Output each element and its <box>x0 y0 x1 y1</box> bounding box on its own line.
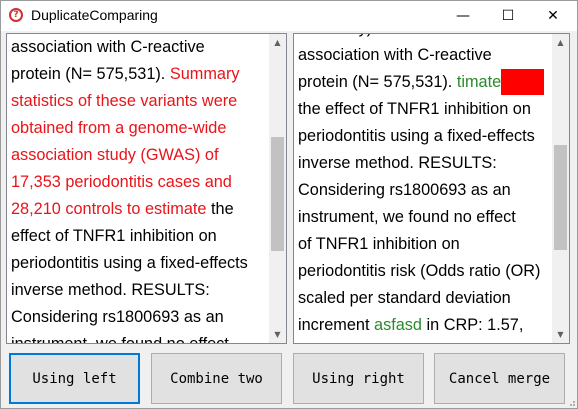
text-line: instrument, we found no effect <box>298 204 552 231</box>
text-line: increment asfasd in CRP: 1.57, <box>298 312 552 339</box>
text-line: association study (GWAS) of <box>11 142 269 169</box>
close-button[interactable]: ✕ <box>547 8 559 24</box>
minimize-button[interactable]: — <box>456 8 470 24</box>
highlighted-text: statistics of these variants were <box>11 92 238 110</box>
text-segment: periodontitis using a fixed-effects <box>11 254 248 272</box>
text-segment: Considering rs1800693 as an <box>298 181 511 199</box>
text-segment: instrument, we found no effect <box>11 335 229 344</box>
text-segment: inverse method. RESULTS: <box>298 154 497 172</box>
text-segment: periodontitis using a fixed-effects <box>298 127 535 145</box>
scroll-up-arrow-icon[interactable]: ▲ <box>274 38 281 47</box>
highlighted-text: 17,353 periodontitis cases and <box>11 173 232 191</box>
text-segment: inverse method. RESULTS: <box>11 281 210 299</box>
text-line: instrument, we found no effect <box>11 331 269 344</box>
text-line: statistics of these variants were <box>11 88 269 115</box>
text-segment: the effect of TNFR1 inhibition on <box>298 100 531 118</box>
right-scrollbar[interactable]: ▲ ▼ <box>552 34 569 343</box>
app-icon: ? <box>9 8 23 22</box>
text-segment: scaled per standard deviation <box>298 289 511 307</box>
left-scrollbar[interactable]: ▲ ▼ <box>269 34 286 343</box>
text-segment: the <box>206 200 234 218</box>
text-line: assembly) based on their <box>298 34 552 42</box>
text-segment: Considering rs1800693 as an <box>11 308 224 326</box>
text-line: periodontitis risk (Odds ratio (OR) <box>298 258 552 285</box>
text-segment: association with C-reactive <box>298 46 492 64</box>
title-bar[interactable]: ? DuplicateComparing — ☐ ✕ <box>1 1 577 31</box>
text-line: inverse method. RESULTS: <box>298 150 552 177</box>
highlighted-text: obtained from a genome-wide <box>11 119 227 137</box>
text-segment: increment <box>298 316 375 334</box>
text-segment: association with C-reactive <box>11 38 205 56</box>
combine-two-button[interactable]: Combine two <box>151 353 282 404</box>
highlighted-text: asfasd <box>374 316 422 334</box>
text-segment: assembly) based on their <box>298 34 480 37</box>
text-line: of TNFR1 inhibition on <box>298 231 552 258</box>
scroll-down-arrow-icon[interactable]: ▼ <box>557 330 564 339</box>
text-segment: of TNFR1 inhibition on <box>298 235 460 253</box>
text-line: inverse method. RESULTS: <box>11 277 269 304</box>
text-line: protein (N= 575,531). timate <box>298 69 552 96</box>
text-segment: protein (N= 575,531). <box>11 65 170 83</box>
text-line: periodontitis using a fixed-effects <box>298 123 552 150</box>
text-line: 28,210 controls to estimate the <box>11 196 269 223</box>
text-segment: protein (N= 575,531). <box>298 73 457 91</box>
text-line: 17,353 periodontitis cases and <box>11 169 269 196</box>
scroll-up-arrow-icon[interactable]: ▲ <box>557 38 564 47</box>
cancel-merge-button[interactable]: Cancel merge <box>434 353 565 404</box>
text-line: protein (N= 575,531). Summary <box>11 61 269 88</box>
scroll-down-arrow-icon[interactable]: ▼ <box>274 330 281 339</box>
left-text-content[interactable]: association with C-reactive protein (N= 5… <box>11 34 269 344</box>
window-title: DuplicateComparing <box>31 7 158 23</box>
highlighted-text: Summary <box>169 65 240 83</box>
text-line: periodontitis using a fixed-effects <box>11 250 269 277</box>
text-line: scaled per standard deviation <box>298 285 552 312</box>
text-line: association with C-reactive <box>11 34 269 61</box>
right-scrollbar-thumb[interactable] <box>554 145 567 250</box>
red-marker-box <box>501 69 545 95</box>
highlighted-text: timate <box>456 73 502 91</box>
right-text-content[interactable]: assembly) based on their association with… <box>298 34 552 339</box>
maximize-button[interactable]: ☐ <box>501 8 515 24</box>
text-line: effect of TNFR1 inhibition on <box>11 223 269 250</box>
text-line: Considering rs1800693 as an <box>11 304 269 331</box>
using-right-button[interactable]: Using right <box>293 353 424 404</box>
text-segment: in CRP: 1.57, <box>422 316 524 334</box>
text-line: the effect of TNFR1 inhibition on <box>298 96 552 123</box>
using-left-button[interactable]: Using left <box>9 353 140 404</box>
resize-grip-icon[interactable] <box>566 397 576 407</box>
text-segment: instrument, we found no effect <box>298 208 516 226</box>
right-text-pane[interactable]: assembly) based on their association with… <box>293 33 570 344</box>
highlighted-text: association study (GWAS) of <box>11 146 219 164</box>
left-text-pane[interactable]: association with C-reactive protein (N= 5… <box>6 33 287 344</box>
text-line: association with C-reactive <box>298 42 552 69</box>
left-scrollbar-thumb[interactable] <box>271 137 284 251</box>
text-line: Considering rs1800693 as an <box>298 177 552 204</box>
text-segment: periodontitis risk (Odds ratio (OR) <box>298 262 541 280</box>
highlighted-text: 28,210 controls to estimate <box>11 200 207 218</box>
text-segment: effect of TNFR1 inhibition on <box>11 227 217 245</box>
text-line: obtained from a genome-wide <box>11 115 269 142</box>
